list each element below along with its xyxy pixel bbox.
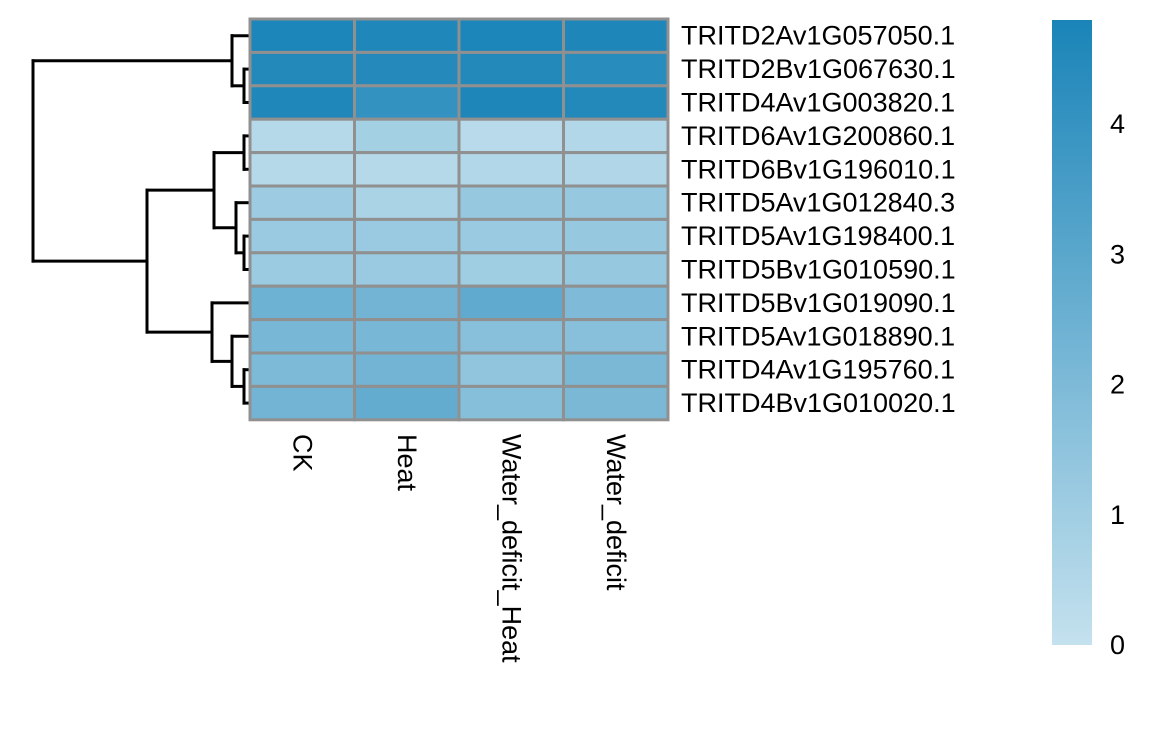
row-label: TRITD4Bv1G010020.1 — [681, 388, 956, 418]
colorbar-tick-label: 3 — [1110, 239, 1125, 269]
heatmap-cell — [248, 84, 356, 121]
heatmap-cell — [248, 184, 356, 221]
colorbar-legend: 0 1 2 3 4 — [1052, 20, 1125, 660]
heatmap-cell — [562, 318, 670, 355]
colorbar-tick-label: 2 — [1110, 370, 1125, 400]
heatmap-cell — [562, 217, 670, 255]
heatmap-cell — [562, 50, 670, 88]
heatmap-cell — [562, 151, 670, 188]
heatmap-cell — [248, 351, 356, 388]
heatmap-cell — [457, 217, 565, 255]
heatmap-cell — [353, 251, 461, 288]
heatmap-cell — [457, 50, 565, 88]
row-label: TRITD5Av1G198400.1 — [681, 221, 955, 251]
heatmap-cell — [248, 17, 356, 54]
heatmap-cell — [353, 151, 461, 188]
row-label: TRITD2Av1G057050.1 — [681, 21, 955, 51]
column-label: CK — [287, 434, 317, 472]
heatmap-cell — [248, 217, 356, 255]
row-label: TRITD4Av1G003820.1 — [681, 88, 955, 118]
colorbar-tick-label: 4 — [1110, 109, 1125, 139]
heatmap-cell — [248, 50, 356, 88]
heatmap-cell — [457, 384, 565, 422]
column-labels: CK Heat Water_deficit_Heat Water_deficit — [287, 434, 631, 663]
column-label: Water_deficit_Heat — [496, 434, 526, 663]
heatmap-cell — [353, 84, 461, 121]
heatmap-cell — [562, 251, 670, 288]
row-label: TRITD5Bv1G010590.1 — [681, 255, 956, 285]
heatmap-cell — [562, 284, 670, 322]
heatmap-cell — [353, 384, 461, 422]
row-label: TRITD5Bv1G019090.1 — [681, 288, 956, 318]
column-label: Water_deficit — [601, 434, 631, 591]
heatmap-cell — [457, 184, 565, 221]
heatmap-cell — [353, 17, 461, 54]
row-dendrogram — [31, 34, 250, 405]
heatmap-cell — [562, 17, 670, 54]
heatmap-cell — [562, 184, 670, 221]
heatmap-cell — [353, 117, 461, 155]
heatmap-cells — [248, 17, 670, 422]
heatmap-cell — [562, 384, 670, 422]
row-label: TRITD5Av1G012840.3 — [681, 188, 955, 218]
heatmap-cell — [457, 318, 565, 355]
heatmap-cell — [248, 384, 356, 422]
heatmap-cell — [457, 117, 565, 155]
heatmap-cell — [353, 318, 461, 355]
colorbar-tick-label: 0 — [1110, 630, 1125, 660]
row-label: TRITD4Av1G195760.1 — [681, 355, 955, 385]
heatmap-cell — [353, 217, 461, 255]
heatmap-cell — [457, 351, 565, 388]
heatmap-cell — [248, 117, 356, 155]
colorbar-gradient — [1052, 20, 1092, 645]
heatmap-cell — [248, 251, 356, 288]
colorbar-ticks: 0 1 2 3 4 — [1110, 109, 1125, 660]
heatmap-cell — [562, 84, 670, 121]
heatmap-cell — [248, 318, 356, 355]
heatmap-cell — [457, 284, 565, 322]
row-label: TRITD2Bv1G067630.1 — [681, 54, 956, 84]
heatmap-cell — [248, 151, 356, 188]
heatmap-cell — [353, 284, 461, 322]
row-label: TRITD6Bv1G196010.1 — [681, 154, 956, 184]
row-label: TRITD6Av1G200860.1 — [681, 121, 955, 151]
heatmap-cell — [562, 351, 670, 388]
column-label: Heat — [392, 434, 422, 492]
row-label: TRITD5Av1G018890.1 — [681, 321, 955, 351]
heatmap-cell — [457, 251, 565, 288]
heatmap-cell — [562, 117, 670, 155]
heatmap-cell — [353, 50, 461, 88]
heatmap-cell — [248, 284, 356, 322]
heatmap-cell — [457, 151, 565, 188]
heatmap-cell — [457, 84, 565, 121]
heatmap-cell — [353, 184, 461, 221]
heatmap-cell — [457, 17, 565, 54]
heatmap-cell — [353, 351, 461, 388]
colorbar-tick-label: 1 — [1110, 500, 1125, 530]
